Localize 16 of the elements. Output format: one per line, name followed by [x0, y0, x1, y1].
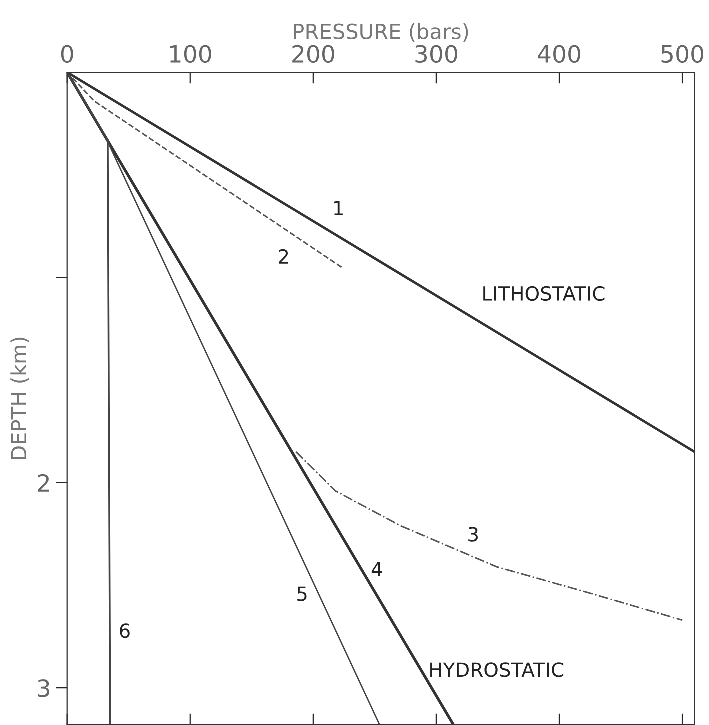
annotation: 6: [120, 624, 130, 638]
annotation: HYDROSTATIC: [430, 662, 564, 678]
y-axis-title: DEPTH (km): [10, 338, 30, 460]
x-tick-label: 300: [416, 45, 458, 64]
x-tick-label: 200: [292, 45, 334, 64]
x-tick-label: 100: [170, 45, 212, 64]
x-axis-title: PRESSURE (bars): [294, 23, 468, 42]
annotation: 5: [298, 586, 307, 602]
x-tick-label: 400: [538, 45, 580, 64]
x-tick-label: 0: [61, 45, 74, 64]
x-tick-label: 500: [662, 45, 704, 64]
annotation: 1: [334, 201, 343, 216]
annotation: 4: [372, 562, 382, 576]
annotation: LITHOSTATIC: [484, 286, 605, 302]
annotation: 3: [468, 527, 478, 542]
annotation: 2: [279, 249, 288, 264]
